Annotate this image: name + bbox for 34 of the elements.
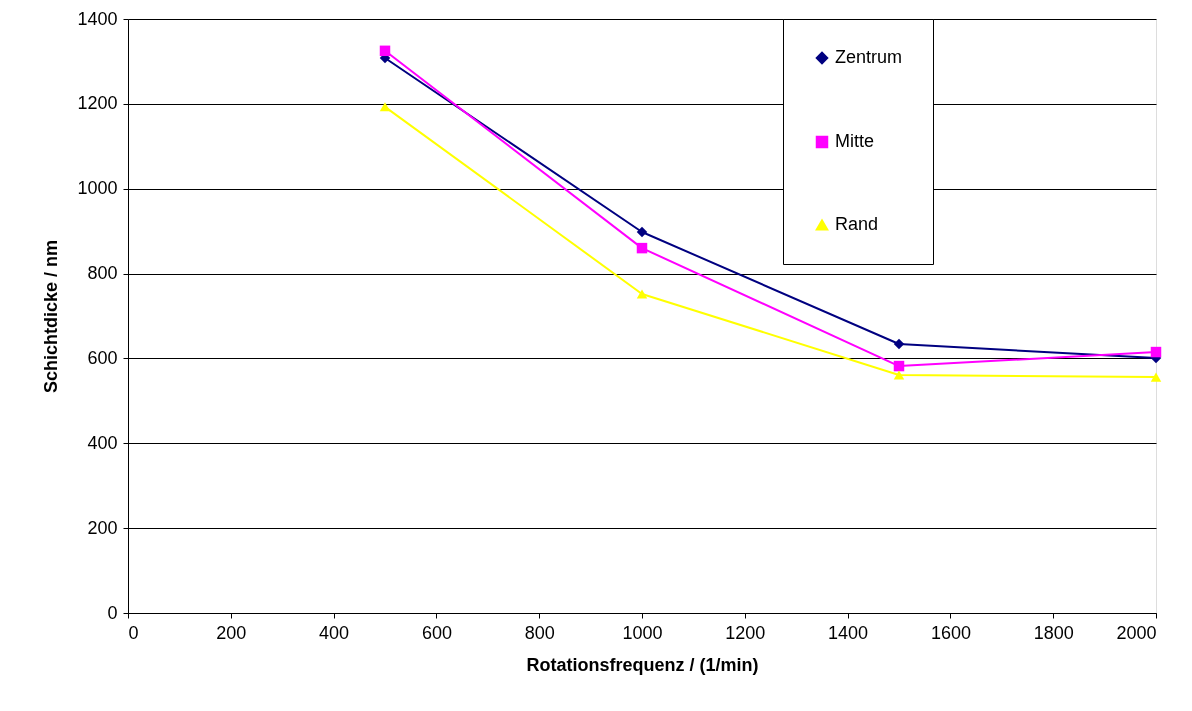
y-tick-label: 0 (107, 602, 118, 623)
x-tick-label: 1400 (828, 622, 869, 643)
x-tick-label: 2000 (1116, 622, 1157, 643)
x-tick-label: 600 (421, 622, 452, 643)
y-tick-label: 400 (87, 432, 118, 453)
x-tick-label: 400 (319, 622, 350, 643)
legend-label: Rand (835, 214, 879, 234)
point (636, 226, 648, 238)
y-tick-label: 1400 (77, 8, 118, 29)
x-tick-label: 200 (216, 622, 247, 643)
point (379, 45, 391, 57)
point (893, 370, 905, 380)
x-tick-label: 1800 (1033, 622, 1074, 643)
y-axis-title: Schichtdicke / nm (41, 239, 62, 394)
y-tick-label: 600 (87, 347, 118, 368)
y-tick-label: 1200 (77, 93, 118, 114)
point (636, 289, 648, 299)
point (636, 242, 648, 254)
legend-label: Zentrum (835, 47, 903, 67)
x-tick-label: 1000 (622, 622, 663, 643)
x-tick-label: 1600 (930, 622, 971, 643)
y-tick-label: 1000 (77, 178, 118, 199)
x-axis-title: Rotationsfrequenz / (1/min) (526, 654, 759, 675)
point (1150, 372, 1162, 382)
y-tick-label: 800 (87, 263, 118, 284)
x-tick-label: 800 (524, 622, 555, 643)
x-tick-label: 1200 (725, 622, 766, 643)
point (1150, 346, 1162, 358)
y-tick-label: 200 (87, 517, 118, 538)
point (893, 338, 905, 350)
x-tick-label: 0 (128, 622, 139, 643)
point (379, 102, 391, 112)
legend-label: Mitte (835, 131, 875, 151)
point (893, 360, 905, 372)
